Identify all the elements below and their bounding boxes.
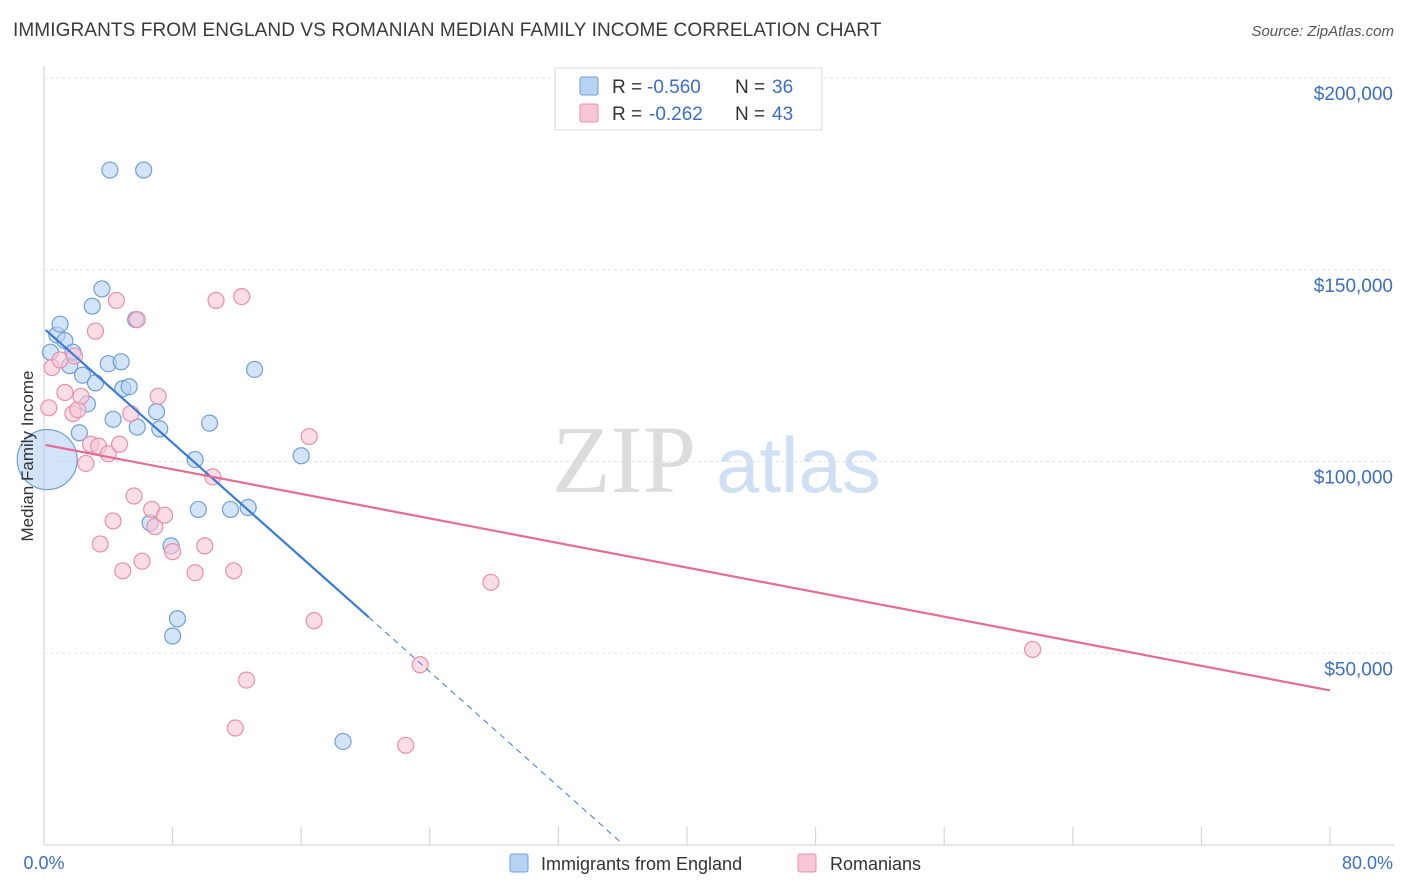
grid-lines: [44, 77, 1394, 654]
england-point: [239, 498, 257, 517]
england-point: [112, 353, 130, 371]
stats-r-label-pink: R =: [612, 104, 642, 125]
england-point: [73, 366, 92, 384]
stats-r-label-blue: R =: [612, 77, 642, 98]
romanians-point: [482, 573, 500, 591]
romanians-point: [122, 404, 140, 423]
romanians-trend-line: [45, 443, 1331, 692]
england-point: [135, 161, 153, 179]
stats-r-value-pink: -0.262: [649, 104, 703, 125]
romanians-point: [77, 454, 95, 473]
y-axis-label: Median Family Income: [18, 370, 37, 541]
stats-n-value-blue: 36: [772, 77, 793, 98]
legend-label-england: Immigrants from England: [541, 854, 742, 874]
romanians-point: [411, 656, 429, 674]
romanians-point: [104, 512, 122, 530]
x-tick-label-min: 0.0%: [23, 853, 64, 873]
romanians-point: [114, 562, 132, 580]
x-tick-label-max: 80.0%: [1342, 853, 1393, 873]
romanians-point: [155, 506, 174, 524]
y-axis-title: Median Family Income: [18, 370, 37, 541]
england-point: [51, 315, 69, 333]
source-label: Source: ZipAtlas.com: [1251, 23, 1394, 40]
romanians-point: [149, 387, 167, 405]
watermark-zip: ZIP: [552, 406, 696, 513]
stats-n-label-blue: N =: [735, 77, 765, 98]
romanians-point: [125, 487, 143, 505]
chart-title: IMMIGRANTS FROM ENGLAND VS ROMANIAN MEDI…: [13, 20, 882, 41]
stats-swatch-pink: [579, 103, 599, 123]
stats-n-label-pink: N =: [735, 104, 765, 125]
england-point: [334, 732, 352, 751]
england-point: [83, 297, 101, 315]
england-point: [164, 627, 182, 645]
england-point: [186, 450, 204, 469]
stats-swatch-blue: [579, 76, 599, 96]
england-trend-extension: [368, 616, 620, 842]
romanians-point: [207, 291, 225, 310]
england-point: [292, 447, 310, 465]
legend-swatch-romanians: [797, 853, 817, 873]
romanians-point: [56, 383, 74, 402]
romanians-point: [110, 435, 129, 453]
romanians-point: [196, 537, 214, 555]
romanians-point: [107, 291, 125, 310]
england-point: [93, 280, 111, 298]
england-trend-line: [44, 329, 370, 619]
england-point: [104, 410, 122, 428]
romanians-point: [226, 719, 244, 737]
legend-label-romanians: Romanians: [830, 854, 921, 874]
romanians-point: [91, 535, 109, 553]
watermark-atlas: atlas: [716, 421, 881, 509]
legend-swatch-england: [509, 853, 529, 873]
watermark: ZIP atlas: [552, 406, 881, 513]
y-tick-label: $150,000: [1314, 276, 1393, 297]
romanians-point: [397, 736, 415, 754]
romanians-point: [40, 399, 58, 417]
england-point: [70, 424, 88, 442]
romanians-point: [51, 351, 69, 369]
romanians-point: [225, 562, 243, 580]
romanians-point: [164, 543, 182, 561]
y-tick-label: $100,000: [1314, 468, 1393, 489]
romanians-point: [146, 518, 164, 536]
stats-legend: R = -0.560 N = 36 R = -0.262 N = 43: [554, 67, 823, 131]
england-point: [200, 414, 219, 432]
romanians-point: [186, 564, 204, 582]
series-legend: Immigrants from England Romanians: [509, 853, 921, 874]
england-point: [168, 610, 187, 628]
stats-legend-box: [554, 67, 823, 131]
england-point: [101, 161, 119, 179]
trend-lines: [44, 329, 1331, 842]
england-point: [245, 360, 264, 379]
england-point: [120, 378, 138, 396]
england-point: [147, 403, 166, 421]
romanians-point: [1024, 640, 1042, 659]
romanians-point: [305, 612, 323, 630]
romanians-point: [233, 287, 251, 306]
romanians-point: [72, 387, 90, 405]
romanians-point: [300, 427, 318, 446]
y-tick-label: $200,000: [1314, 84, 1393, 105]
england-point: [151, 420, 169, 438]
romanians-point: [237, 671, 256, 689]
england-point: [16, 428, 78, 491]
england-point: [86, 374, 105, 392]
england-point: [221, 500, 240, 519]
stats-r-value-blue: -0.560: [647, 77, 701, 98]
axes: $50,000 $100,000 $150,000 $200,000 0.0% 80.0%: [23, 66, 1394, 873]
romanians-point: [128, 311, 146, 329]
romanians-point: [133, 552, 151, 570]
y-tick-label: $50,000: [1324, 659, 1393, 680]
data-points: [16, 161, 1042, 754]
england-point: [189, 500, 207, 519]
romanians-point: [86, 322, 105, 340]
stats-n-value-pink: 43: [772, 104, 793, 125]
